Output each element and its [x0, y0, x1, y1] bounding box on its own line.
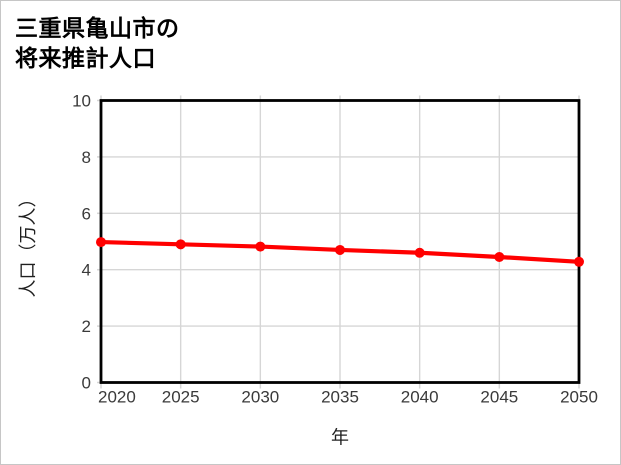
x-tick-label: 2020 — [98, 388, 136, 407]
chart-title: 三重県亀山市の 将来推計人口 — [15, 13, 180, 73]
data-point — [414, 247, 425, 258]
data-point — [335, 244, 345, 255]
x-axis-label: 年 — [331, 428, 349, 448]
x-tick-label: 2025 — [162, 388, 200, 407]
y-tick-label: 6 — [82, 204, 91, 223]
data-point — [96, 237, 106, 248]
y-tick-label: 8 — [82, 148, 91, 167]
data-point — [255, 241, 266, 252]
y-tick-label: 4 — [82, 261, 91, 280]
data-point — [175, 239, 186, 250]
data-point — [574, 256, 584, 267]
y-axis-label: 人口（万人） — [18, 190, 38, 298]
x-tick-label: 2050 — [560, 388, 598, 407]
x-tick-label: 2045 — [480, 388, 518, 407]
y-tick-label: 0 — [82, 374, 91, 393]
x-tick-label: 2035 — [321, 388, 359, 407]
y-tick-label: 10 — [72, 92, 91, 111]
data-point — [494, 252, 505, 263]
y-tick-label: 2 — [82, 317, 91, 336]
x-tick-label: 2040 — [401, 388, 439, 407]
chart-title-line2: 将来推計人口 — [15, 45, 156, 71]
x-tick-label: 2030 — [241, 388, 279, 407]
chart-title-line1: 三重県亀山市の — [15, 15, 180, 41]
